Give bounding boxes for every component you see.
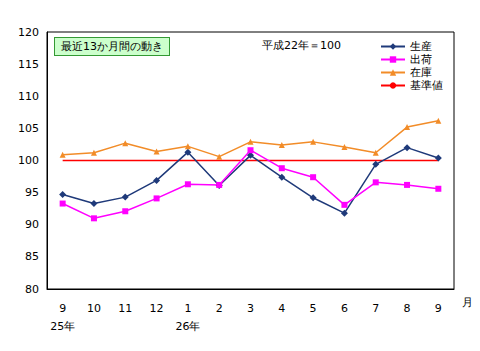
svg-text:5: 5	[310, 302, 317, 315]
svg-text:在庫: 在庫	[410, 66, 432, 79]
svg-text:9: 9	[435, 302, 442, 315]
svg-text:85: 85	[25, 250, 39, 263]
svg-text:平成22年＝100: 平成22年＝100	[262, 39, 341, 52]
svg-text:6: 6	[341, 302, 348, 315]
svg-text:3: 3	[247, 302, 254, 315]
svg-text:基準値: 基準値	[410, 79, 443, 92]
svg-text:10: 10	[87, 302, 101, 315]
svg-text:120: 120	[18, 26, 39, 39]
svg-text:100: 100	[18, 154, 39, 167]
svg-text:月: 月	[462, 296, 473, 309]
svg-text:9: 9	[59, 302, 66, 315]
svg-text:90: 90	[25, 218, 39, 231]
svg-text:115: 115	[18, 58, 39, 71]
svg-text:出荷: 出荷	[410, 53, 432, 66]
svg-text:105: 105	[18, 122, 39, 135]
svg-text:8: 8	[404, 302, 411, 315]
svg-text:80: 80	[25, 283, 39, 296]
svg-text:4: 4	[278, 302, 285, 315]
svg-text:2: 2	[216, 302, 223, 315]
svg-text:95: 95	[25, 186, 39, 199]
svg-text:7: 7	[372, 302, 379, 315]
svg-text:110: 110	[18, 90, 39, 103]
svg-text:生産: 生産	[410, 40, 432, 53]
svg-text:12: 12	[150, 302, 164, 315]
svg-text:25年: 25年	[50, 320, 75, 333]
svg-text:1: 1	[184, 302, 191, 315]
svg-text:最近13か月間の動き: 最近13か月間の動き	[61, 40, 163, 53]
svg-text:11: 11	[118, 302, 132, 315]
svg-text:26年: 26年	[175, 320, 200, 333]
